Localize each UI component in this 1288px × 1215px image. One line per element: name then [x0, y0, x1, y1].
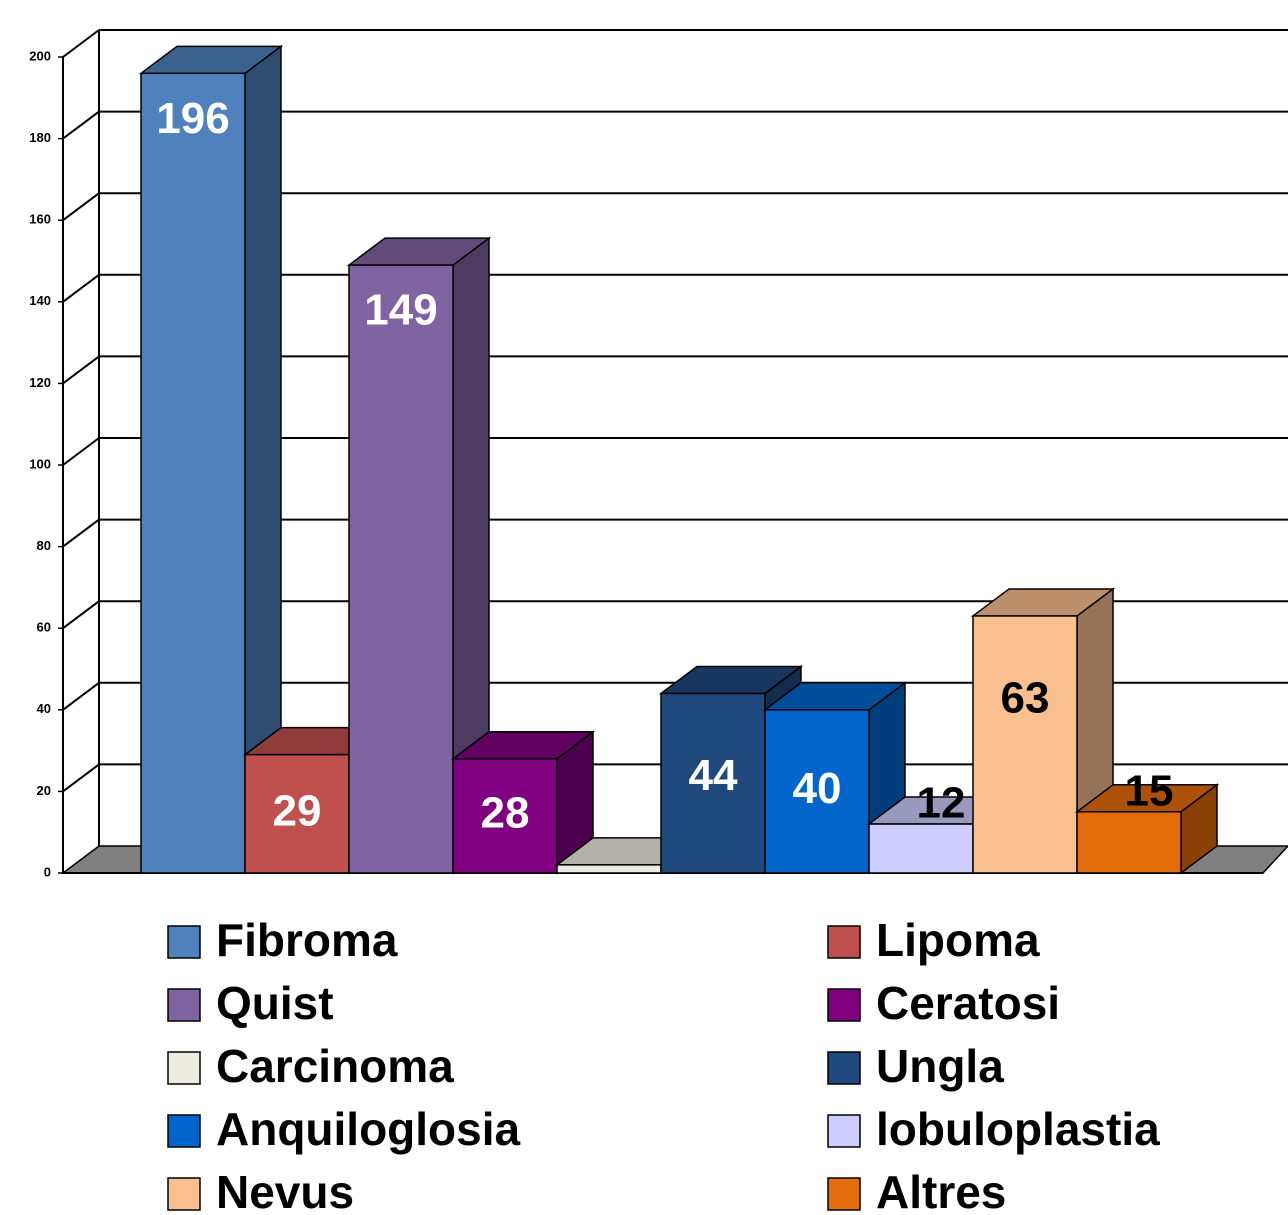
y-tick-label: 100: [29, 456, 51, 471]
legend-label: Carcinoma: [216, 1040, 454, 1092]
legend-swatch: [167, 1051, 201, 1085]
y-tick-label: 140: [29, 293, 51, 308]
grid-line: [62, 273, 100, 303]
grid-line: [62, 518, 100, 548]
grid-line: [62, 29, 100, 58]
legend-label: lobuloplastia: [876, 1103, 1160, 1155]
legend-swatch: [827, 1177, 861, 1211]
bar: [244, 753, 350, 874]
bar: [868, 823, 974, 874]
bar: [1076, 811, 1182, 874]
y-tick-label: 200: [29, 48, 51, 63]
bar: [660, 692, 766, 874]
value-label: 40: [793, 764, 842, 813]
value-label: 15: [1125, 766, 1174, 815]
grid-line: [62, 355, 100, 385]
legend-swatch: [827, 1051, 861, 1085]
y-tick-label: 80: [37, 538, 51, 553]
grid-line: [62, 600, 100, 630]
y-tick-label: 60: [37, 620, 51, 635]
value-label: 12: [917, 779, 966, 828]
bar: [972, 615, 1078, 874]
grid-line: [62, 110, 100, 140]
value-label: 29: [273, 786, 322, 835]
y-tick-label: 40: [37, 701, 51, 716]
bar: [348, 264, 454, 874]
legend-swatch: [167, 1177, 201, 1211]
value-label: 63: [1001, 674, 1050, 723]
legend-swatch: [827, 988, 861, 1022]
legend-label: Nevus: [216, 1166, 354, 1215]
y-tick-label: 160: [29, 212, 51, 227]
legend-label: Lipoma: [876, 914, 1040, 966]
legend-swatch: [167, 988, 201, 1022]
legend-label: Ceratosi: [876, 977, 1060, 1029]
legend-label: Fibroma: [216, 914, 398, 966]
legend-label: Anquiloglosia: [216, 1103, 521, 1155]
value-label: 28: [481, 789, 530, 838]
y-tick-label: 180: [29, 130, 51, 145]
value-label: 149: [364, 286, 437, 335]
bar: [556, 864, 662, 874]
legend-swatch: [827, 1114, 861, 1148]
legend-label: Altres: [876, 1166, 1006, 1215]
grid-line: [62, 681, 100, 711]
bar: [764, 709, 870, 874]
grid-line: [62, 192, 100, 221]
bar: [452, 758, 558, 874]
y-tick-label: 20: [37, 783, 51, 798]
legend-swatch: [827, 925, 861, 959]
grid-line: [62, 437, 100, 466]
legend-swatch: [167, 925, 201, 959]
legend-swatch: [167, 1114, 201, 1148]
y-tick-label: 0: [44, 864, 51, 879]
value-label: 44: [689, 751, 738, 800]
bar: [140, 72, 246, 874]
legend-label: Quist: [216, 977, 334, 1029]
grid-line: [62, 763, 100, 793]
value-label: 196: [156, 94, 229, 143]
legend-label: Ungla: [876, 1040, 1004, 1092]
y-tick-label: 120: [29, 375, 51, 390]
